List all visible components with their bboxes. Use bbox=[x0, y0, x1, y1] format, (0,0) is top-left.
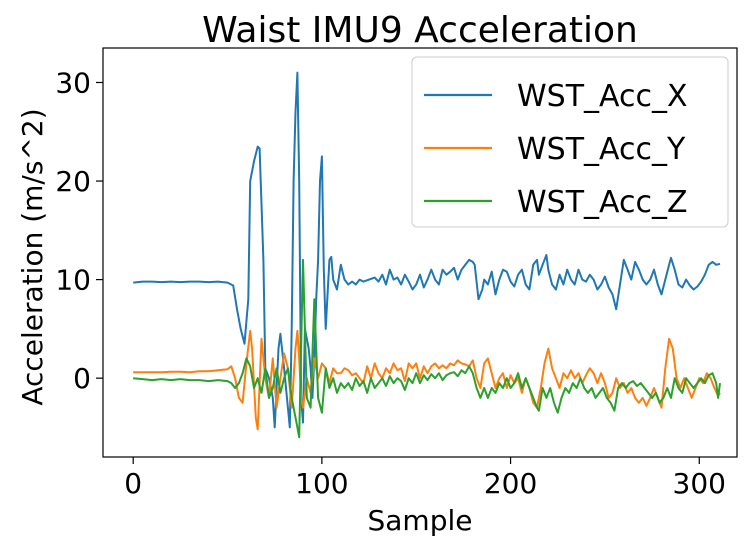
series-line-wst-acc-x bbox=[133, 71, 721, 429]
chart-title: Waist IMU9 Acceleration bbox=[202, 10, 638, 51]
x-tick-label: 0 bbox=[124, 467, 142, 500]
plot-area: 0 100 200 300 0 10 20 30 bbox=[55, 47, 738, 500]
legend: WST_Acc_X WST_Acc_Y WST_Acc_Z bbox=[411, 56, 729, 228]
legend-label: WST_Acc_Z bbox=[517, 185, 688, 220]
series-line-wst-acc-z bbox=[133, 258, 721, 439]
x-axis-label: Sample bbox=[368, 504, 473, 537]
legend-label: WST_Acc_X bbox=[517, 79, 688, 114]
legend-box bbox=[411, 56, 729, 228]
x-tick-label: 200 bbox=[484, 467, 537, 500]
axes-frame bbox=[102, 47, 738, 458]
y-tick-label: 20 bbox=[55, 165, 91, 198]
x-tick-label: 100 bbox=[295, 467, 348, 500]
y-axis-label: Acceleration (m/s^2) bbox=[16, 108, 49, 405]
series-line-wst-acc-y bbox=[133, 329, 721, 431]
y-tick-label: 30 bbox=[55, 66, 91, 99]
legend-label: WST_Acc_Y bbox=[517, 132, 686, 167]
y-tick-label: 10 bbox=[55, 264, 91, 297]
y-tick-label: 0 bbox=[73, 362, 91, 395]
x-tick-label: 300 bbox=[673, 467, 726, 500]
